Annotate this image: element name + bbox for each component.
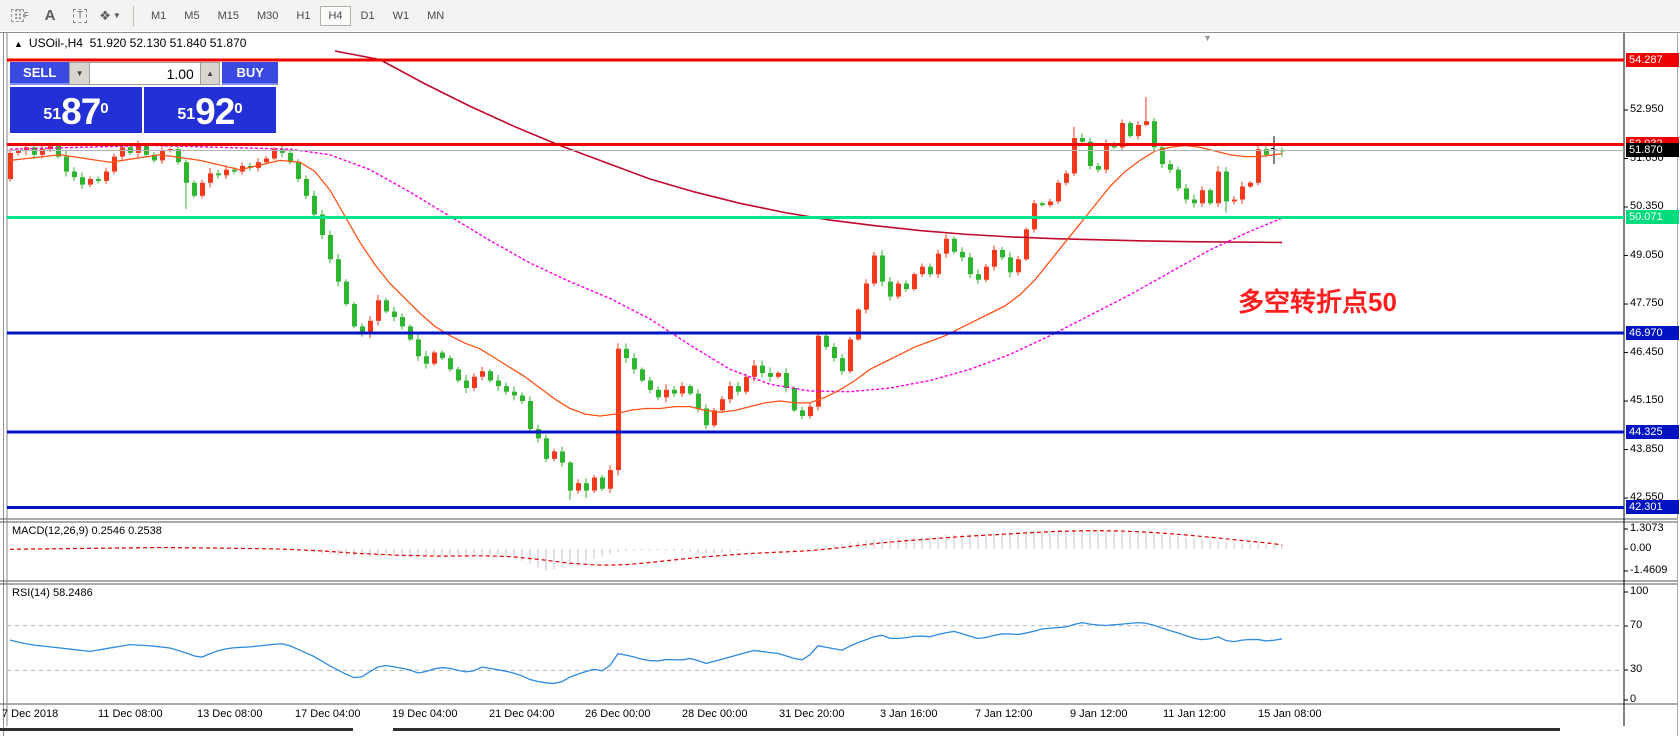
timeframe-button-m1[interactable]: M1 [151, 9, 167, 22]
volume-input[interactable] [89, 62, 200, 85]
timeframe-button-h4[interactable]: H4 [320, 5, 351, 26]
main-chart-canvas[interactable] [0, 32, 1680, 736]
text-label-icon[interactable]: A [44, 7, 56, 24]
timeframe-button-m30[interactable]: M30 [256, 9, 279, 22]
macd-scale-1.3073: 1.3073 [1630, 522, 1664, 534]
price-badge-46.970: 46.970 [1626, 326, 1679, 341]
rsi-scale-0: 0 [1630, 693, 1637, 705]
time-axis-label: 15 Jan 08:00 [1258, 708, 1322, 720]
time-axis-label: 11 Dec 08:00 [98, 708, 163, 720]
rsi-scale-70: 70 [1630, 619, 1643, 631]
timeframe-button-d1[interactable]: D1 [360, 9, 375, 22]
time-axis-label: 11 Jan 12:00 [1163, 708, 1226, 720]
rsi-scale-30: 30 [1630, 663, 1643, 675]
collapse-triangle-icon[interactable]: ▲ [14, 39, 23, 49]
time-axis-label: 19 Dec 04:00 [392, 708, 458, 720]
price-badge-50.071: 50.071 [1626, 210, 1679, 225]
time-axis-label: 26 Dec 00:00 [585, 708, 651, 720]
macd-label: MACD(12,26,9) 0.2546 0.2538 [12, 525, 162, 537]
window-right-border [1677, 32, 1678, 736]
volume-decrease-button[interactable]: ▼ [69, 62, 90, 85]
text-box-icon[interactable]: T [68, 4, 92, 28]
sell-price-major: 51 [43, 106, 62, 123]
price-tick-46.450: 46.450 [1630, 345, 1664, 358]
price-tick-43.850: 43.850 [1630, 442, 1664, 455]
time-axis-label: 17 Dec 04:00 [295, 708, 361, 720]
price-badge-51.870: 51.870 [1626, 143, 1679, 158]
price-badge-54.287: 54.287 [1626, 53, 1679, 68]
macd-scale-0.00: 0.00 [1630, 542, 1652, 554]
timeframe-button-mn[interactable]: MN [427, 9, 445, 22]
buy-button[interactable]: BUY [222, 62, 278, 85]
chevron-down-icon: ▼ [112, 11, 121, 20]
time-axis-label: 21 Dec 04:00 [489, 708, 555, 720]
time-axis-label: 31 Dec 20:00 [779, 708, 845, 720]
price-tick-45.150: 45.150 [1630, 394, 1664, 407]
chart-shift-marker-icon[interactable]: ▼ [1203, 33, 1212, 43]
chart-title: ▲ USOil-,H4 51.920 52.130 51.840 51.870 [14, 36, 246, 50]
buy-price-pip: 0 [234, 100, 243, 117]
time-axis-label: 7 Jan 12:00 [975, 708, 1033, 720]
chart-annotation-text: 多空转折点50 [1238, 287, 1397, 317]
toolbar: ⠿ F A T ❖ ▼ M1 M5 M15 M30 H1 H4 D1 W1 MN [0, 0, 1680, 32]
buy-price-big: 92 [195, 91, 235, 132]
price-tick-52.950: 52.950 [1630, 103, 1664, 115]
sell-price-tile[interactable]: 51 87 0 [10, 87, 142, 133]
price-tick-49.050: 49.050 [1630, 248, 1664, 261]
time-axis-label: 7 Dec 2018 [2, 708, 59, 720]
time-axis-label: 13 Dec 08:00 [197, 708, 263, 720]
price-tick-50.350: 50.350 [1630, 200, 1664, 212]
buy-price-tile[interactable]: 51 92 0 [144, 87, 276, 133]
window-top-border [0, 32, 1680, 33]
sell-button[interactable]: SELL [10, 62, 70, 85]
buy-price-major: 51 [177, 106, 196, 123]
sell-price-big: 87 [61, 91, 101, 132]
rsi-label: RSI(14) 58.2486 [12, 587, 93, 599]
time-axis-label: 28 Dec 00:00 [682, 708, 748, 720]
volume-increase-button[interactable]: ▲ [199, 62, 221, 85]
timeframe-button-w1[interactable]: W1 [392, 9, 410, 22]
shapes-icon[interactable]: ❖ ▼ [99, 7, 121, 23]
ohlc-values: 51.920 52.130 51.840 51.870 [89, 36, 247, 50]
window-left-border [3, 32, 4, 736]
toolbar-separator [133, 5, 134, 26]
timeframe-button-m15[interactable]: M15 [217, 9, 239, 22]
price-badge-42.301: 42.301 [1626, 500, 1679, 515]
timeframe-button-m5[interactable]: M5 [184, 9, 200, 22]
time-axis-label: 9 Jan 12:00 [1070, 708, 1128, 720]
symbol-label: USOil-,H4 [28, 36, 83, 50]
rsi-scale-100: 100 [1630, 585, 1649, 597]
price-tick-42.550: 42.550 [1630, 491, 1664, 504]
new-order-grid-icon[interactable]: ⠿ F [11, 8, 29, 23]
price-tick-47.750: 47.750 [1630, 297, 1664, 310]
sell-price-pip: 0 [100, 100, 109, 117]
timeframe-button-h1[interactable]: H1 [296, 9, 311, 22]
price-badge-44.325: 44.325 [1626, 424, 1679, 439]
macd-scale--1.4609: -1.4609 [1630, 564, 1668, 576]
time-axis-label: 3 Jan 16:00 [880, 708, 938, 720]
